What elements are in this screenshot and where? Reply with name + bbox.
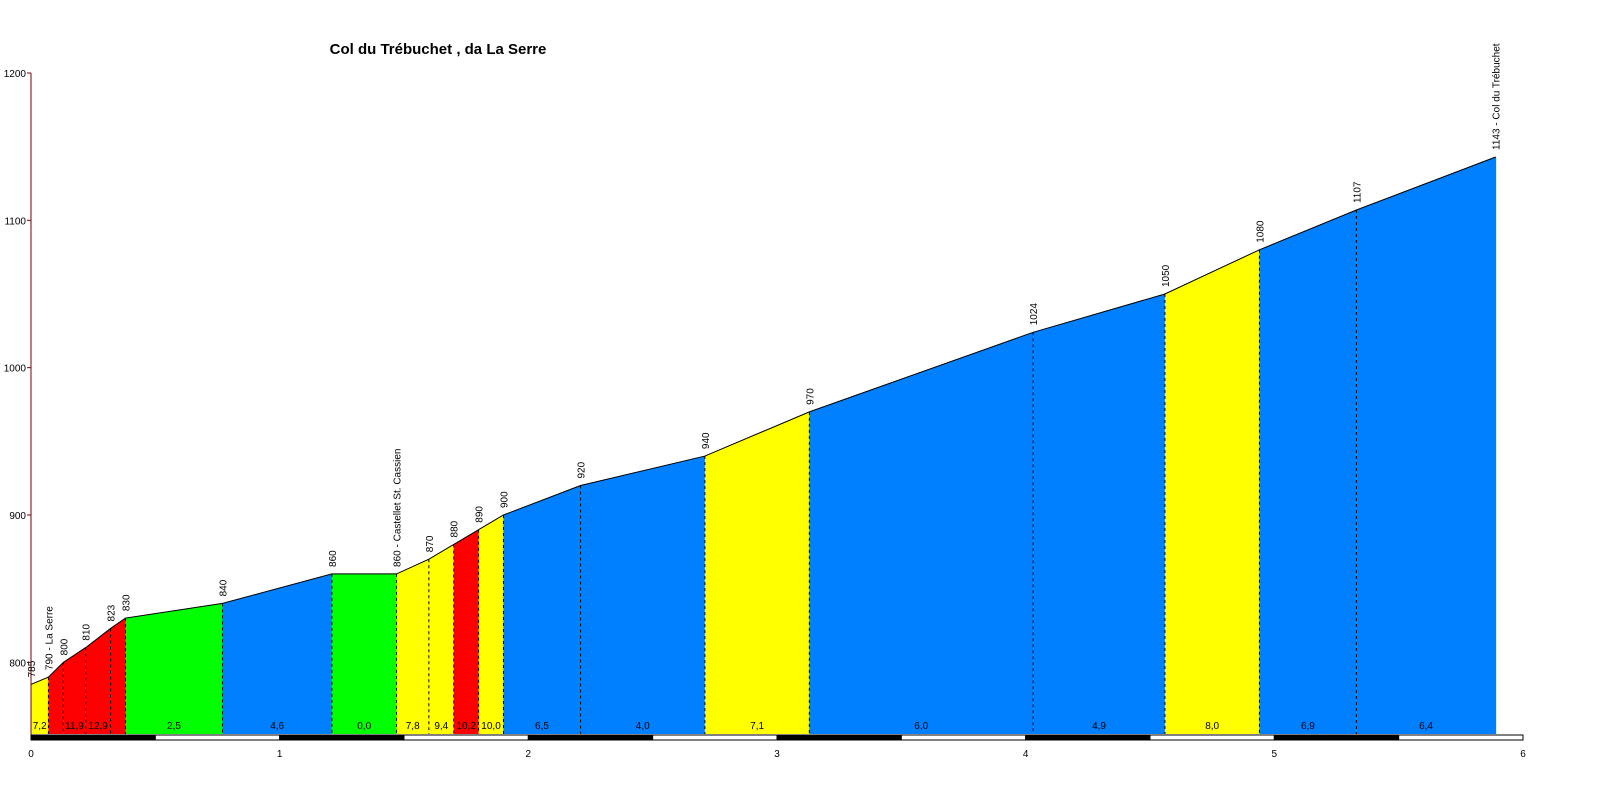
gradient-segment — [1033, 294, 1165, 734]
x-tick-label: 5 — [1272, 749, 1278, 760]
elevation-label: 1107 — [1352, 181, 1363, 203]
x-tick-label: 3 — [774, 749, 780, 760]
scale-bar-block — [1025, 734, 1151, 741]
elevation-label: 870 — [425, 535, 436, 552]
chart-title: Col du Trébuchet , da La Serre — [330, 41, 547, 58]
elevation-label: 940 — [701, 432, 712, 449]
gradient-segment — [396, 559, 429, 734]
elevation-label: 890 — [475, 506, 486, 523]
gradient-segment — [478, 515, 504, 734]
elevation-label: 830 — [121, 594, 132, 611]
profile-outline — [30, 156, 1496, 685]
gradient-label: 6,4 — [1419, 721, 1433, 732]
x-tick-label: 1 — [277, 749, 283, 760]
x-tick-label: 4 — [1023, 749, 1029, 760]
scale-bar-block — [1398, 734, 1524, 741]
scale-bar-block — [1149, 734, 1275, 741]
elevation-label: 790 - La Serre — [44, 606, 55, 670]
gradient-label: 7,8 — [406, 721, 420, 732]
gradient-label: 0,0 — [357, 721, 371, 732]
y-tick-label: 1100 — [4, 216, 26, 227]
y-tick-label: 900 — [9, 511, 26, 522]
gradient-label: 11,9 — [65, 721, 84, 732]
gradient-segment — [809, 332, 1034, 734]
y-tick-label: 1000 — [4, 364, 27, 375]
gradient-segment — [453, 529, 479, 734]
gradient-label: 4,6 — [270, 721, 284, 732]
gradient-segment — [704, 411, 810, 734]
gradient-segment — [85, 628, 111, 734]
scale-bar-block — [652, 734, 778, 741]
elevation-label: 785 — [27, 660, 38, 677]
scale-bar-block — [527, 734, 654, 741]
gradient-segments — [31, 156, 1496, 735]
gradient-label: 6,9 — [1301, 721, 1315, 732]
elevation-label: 1143 - Col du Trébuchet — [1492, 43, 1503, 150]
gradient-segment — [1356, 156, 1496, 735]
gradient-segment — [331, 573, 397, 734]
elevation-label: 810 — [82, 623, 93, 640]
gradient-segment — [63, 647, 86, 734]
gradient-segment — [503, 485, 581, 734]
elevation-label: 920 — [577, 461, 588, 478]
x-tick-label: 2 — [526, 749, 532, 760]
elevation-label: 840 — [218, 579, 229, 596]
gradient-segment — [580, 456, 705, 734]
gradient-label: 2,5 — [167, 721, 181, 732]
scale-bar-block — [776, 734, 902, 741]
gradient-label: 10,2 — [456, 721, 476, 732]
y-tick-label: 1200 — [4, 69, 27, 80]
scale-bar-block — [403, 734, 529, 741]
gradient-segment — [1164, 249, 1260, 735]
elevation-label: 900 — [499, 491, 510, 508]
gradient-segment — [125, 603, 223, 734]
gradient-label: 8,0 — [1205, 721, 1219, 732]
elevation-label: 860 - Castellet St. Cassien — [393, 449, 404, 567]
gradient-segment — [1259, 210, 1357, 734]
gradient-label: 9,4 — [434, 721, 448, 732]
elevation-label: 970 — [805, 388, 816, 405]
elevation-label: 800 — [59, 638, 70, 655]
x-tick-label: 0 — [28, 749, 34, 760]
gradient-label: 6,5 — [535, 721, 549, 732]
x-tick-label: 6 — [1520, 749, 1526, 760]
elevation-label: 1050 — [1161, 264, 1172, 287]
elevation-label: 1024 — [1029, 303, 1040, 326]
elevation-label: 880 — [450, 520, 461, 537]
elevation-label: 1080 — [1255, 220, 1266, 243]
gradient-segment — [110, 618, 126, 734]
km-scale-bar — [30, 734, 1524, 741]
gradient-label: 10,0 — [481, 721, 501, 732]
gradient-segment — [222, 573, 332, 734]
scale-bar-block — [30, 734, 156, 741]
gradient-segment — [428, 544, 454, 734]
axes: 800 900 1000 1100 1200 0 1 2 3 4 5 6 — [4, 69, 1526, 760]
gradient-label: 4,9 — [1092, 721, 1106, 732]
segment-dividers — [47, 156, 1497, 734]
scale-bar-block — [154, 734, 281, 741]
gradient-label: 6,0 — [914, 721, 928, 732]
gradient-segment — [48, 662, 64, 734]
gradient-label: 12,9 — [88, 721, 108, 732]
y-tick-label: 800 — [9, 658, 26, 669]
gradient-segment — [31, 677, 49, 734]
gradient-label: 7,2 — [33, 721, 47, 732]
scale-bar-block — [279, 734, 405, 741]
elevation-label: 860 — [328, 550, 339, 567]
elevation-label: 823 — [107, 604, 118, 621]
gradient-label: 4,0 — [636, 721, 650, 732]
gradient-label: 7,1 — [750, 721, 764, 732]
scale-bar-block — [900, 734, 1027, 741]
scale-bar-block — [1273, 734, 1400, 741]
gradient-labels: 7,2 11,9 12,9 2,5 4,6 0,0 7,8 9,4 10,2 10,0 6,5 4,0… — [33, 721, 1434, 732]
